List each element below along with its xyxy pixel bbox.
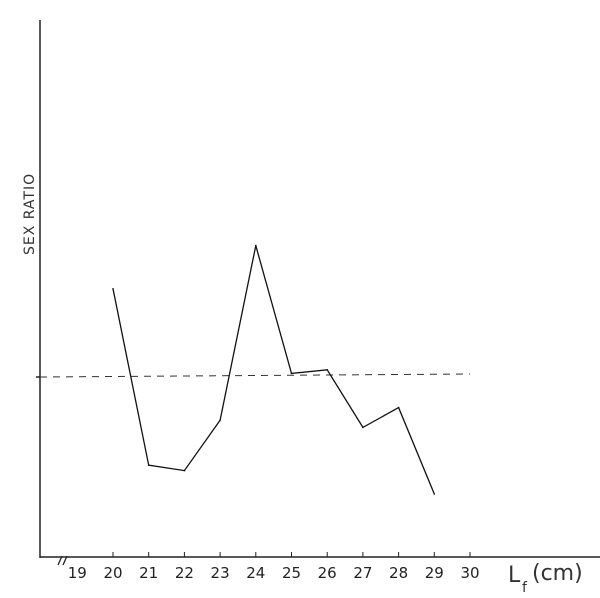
axis-break-mark xyxy=(57,555,68,566)
x-axis-label: L f (cm) xyxy=(508,561,583,596)
data-point xyxy=(433,493,436,495)
data-point xyxy=(219,419,221,422)
data-point xyxy=(255,244,257,247)
x-tick-label: 25 xyxy=(282,564,301,582)
x-tick-label: 26 xyxy=(318,564,337,582)
data-point xyxy=(397,406,400,409)
x-tick-label: 21 xyxy=(139,564,158,582)
x-tick-label: 24 xyxy=(246,564,265,582)
svg-text:(cm): (cm) xyxy=(532,561,583,586)
x-tick-label: 27 xyxy=(353,564,372,582)
x-tick-label: 19 xyxy=(68,564,87,582)
x-tick-label: 29 xyxy=(425,564,444,582)
data-point xyxy=(112,288,114,290)
x-tick-label: 28 xyxy=(389,564,408,582)
data-point xyxy=(362,426,364,429)
y-axis-label: SEX RATIO xyxy=(22,173,38,255)
svg-text:f: f xyxy=(522,580,528,596)
reference-line xyxy=(39,373,471,378)
svg-text:L: L xyxy=(508,563,521,588)
x-tick-label: 20 xyxy=(103,564,122,582)
x-tick-label: 30 xyxy=(460,564,479,582)
data-point xyxy=(183,469,186,472)
series-line xyxy=(112,245,435,495)
data-point xyxy=(290,372,293,375)
x-tick-label: 23 xyxy=(211,564,230,582)
x-tick-label: 22 xyxy=(175,564,194,582)
data-point xyxy=(326,369,329,371)
data-point xyxy=(147,464,150,467)
